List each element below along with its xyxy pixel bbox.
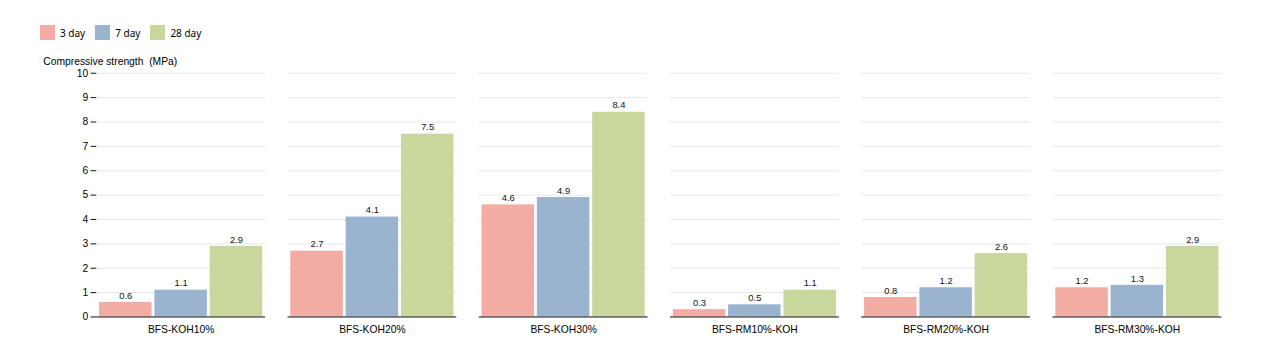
svg-text:BFS-RM30%-KOH: BFS-RM30%-KOH [1094, 324, 1180, 335]
svg-text:2.6: 2.6 [995, 242, 1008, 252]
svg-text:BFS-RM20%-KOH: BFS-RM20%-KOH [903, 324, 989, 335]
svg-text:0.8: 0.8 [884, 286, 897, 296]
svg-text:Compressive strength (MPa): Compressive strength (MPa) [43, 56, 177, 67]
svg-text:BFS-RM10%-KOH: BFS-RM10%-KOH [712, 324, 798, 335]
svg-text:9: 9 [83, 92, 89, 103]
svg-text:5: 5 [83, 189, 89, 200]
svg-text:8.4: 8.4 [612, 100, 625, 110]
svg-text:7: 7 [83, 141, 89, 152]
html-text:3 day: 3 day [60, 25, 86, 40]
svg-text:2.9: 2.9 [230, 235, 243, 245]
svg-text:BFS-KOH20%: BFS-KOH20% [339, 324, 405, 335]
svg-text:3: 3 [83, 238, 89, 249]
svg-text:0: 0 [83, 311, 89, 322]
svg-text:1.1: 1.1 [175, 278, 188, 288]
svg-text:1: 1 [83, 287, 89, 298]
svg-text:2: 2 [83, 263, 89, 274]
svg-text:4.9: 4.9 [557, 186, 570, 196]
svg-text:1.2: 1.2 [940, 276, 953, 286]
svg-text:BFS-KOH30%: BFS-KOH30% [530, 324, 596, 335]
svg-text:4.6: 4.6 [502, 193, 515, 203]
svg-text:6: 6 [83, 165, 89, 176]
svg-text:1.1: 1.1 [804, 278, 817, 288]
svg-text:1.2: 1.2 [1076, 276, 1089, 286]
svg-text:7.5: 7.5 [421, 122, 434, 132]
svg-text:BFS-KOH10%: BFS-KOH10% [148, 324, 214, 335]
svg-text:2.7: 2.7 [311, 239, 324, 249]
svg-text:0.5: 0.5 [748, 293, 761, 303]
html-text:28 day: 28 day [170, 25, 202, 40]
svg-text:4.1: 4.1 [366, 205, 379, 215]
svg-text:0.3: 0.3 [693, 298, 706, 308]
svg-text:0.6: 0.6 [119, 291, 132, 301]
svg-text:10: 10 [77, 68, 89, 79]
html-text:7 day: 7 day [115, 25, 141, 40]
svg-text:1.3: 1.3 [1131, 274, 1144, 284]
svg-text:8: 8 [83, 116, 89, 127]
svg-text:2.9: 2.9 [1186, 235, 1199, 245]
svg-text:4: 4 [83, 214, 89, 225]
